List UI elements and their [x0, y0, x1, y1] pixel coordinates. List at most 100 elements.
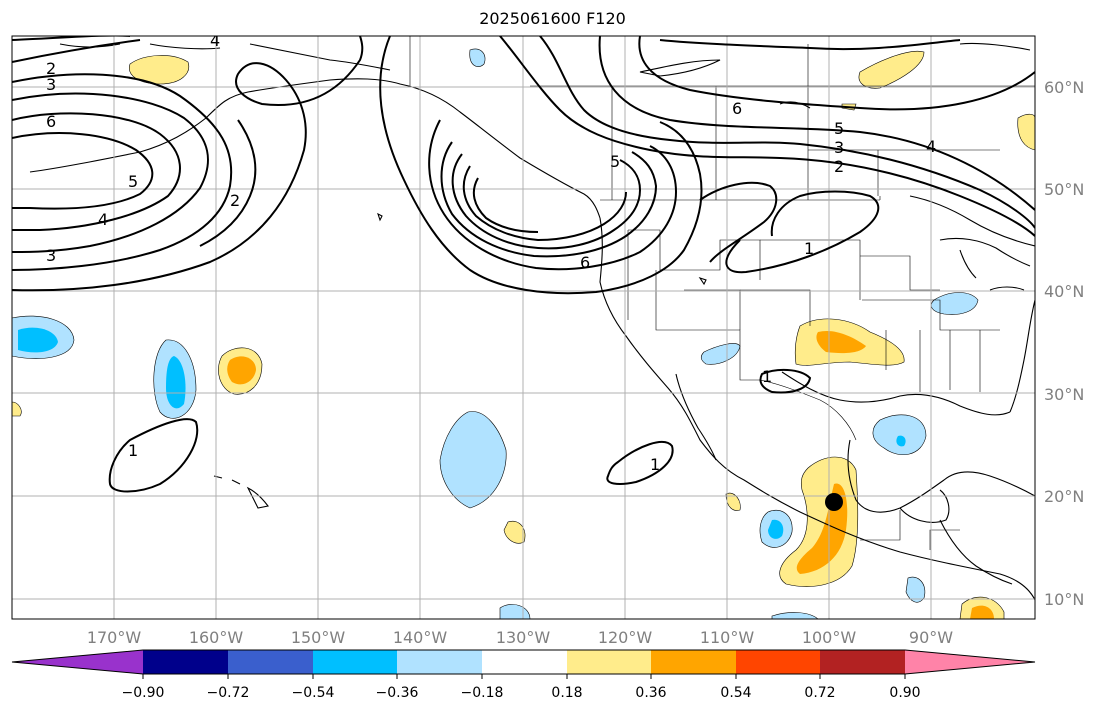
contour-line — [12, 36, 130, 41]
contour-line — [598, 36, 1035, 211]
contour-line — [108, 418, 199, 493]
contour-label: 4 — [926, 137, 936, 156]
contour-line — [12, 112, 181, 232]
colorbar-low-extend — [12, 650, 143, 674]
contour-line — [462, 165, 627, 242]
positive-anomaly-area — [858, 50, 925, 89]
contour-label: 2 — [230, 191, 240, 210]
colorbar-tick-label: −0.90 — [122, 685, 165, 701]
contour-line — [440, 141, 658, 258]
contour-line — [659, 39, 961, 51]
shaded-anomalies — [12, 48, 1035, 619]
positive-anomaly-area — [725, 492, 741, 511]
colorbar-segment — [143, 650, 228, 674]
contour-line — [699, 181, 778, 263]
contour-label: 4 — [210, 31, 220, 50]
contour-labels: 2 3 4 6 5 4 3 2 1 5 6 6 5 4 3 2 1 1 1 — [46, 31, 936, 474]
positive-anomaly-area — [503, 520, 526, 544]
positive-anomaly-area — [12, 401, 22, 417]
contour-line — [759, 368, 812, 394]
colorbar-tick-label: 0.36 — [635, 685, 666, 701]
colorbar-tick-label: 0.18 — [551, 685, 582, 701]
lat-label-30n: 30°N — [1044, 385, 1084, 404]
colorbar-segment — [482, 650, 567, 674]
colorbar-tick-label: −0.54 — [292, 685, 335, 701]
colorbar-tick-label: −0.18 — [461, 685, 504, 701]
positive-anomaly-core — [227, 356, 256, 385]
lon-label-160w: 160°W — [189, 628, 244, 647]
lon-label-150w: 150°W — [291, 628, 346, 647]
contour-label: 5 — [834, 119, 844, 138]
contour-line — [606, 441, 674, 485]
negative-anomaly-core — [896, 435, 906, 447]
island-outline — [377, 212, 707, 286]
contour-label: 3 — [46, 75, 56, 94]
contour-label: 3 — [834, 138, 844, 157]
colorbar-tick-label: −0.72 — [207, 685, 250, 701]
colorbar-segment — [651, 650, 736, 674]
contour-line — [638, 36, 1035, 111]
lon-label-130w: 130°W — [496, 628, 551, 647]
contour-line — [12, 73, 233, 271]
lat-label-50n: 50°N — [1044, 180, 1084, 199]
contour-label: 2 — [46, 59, 56, 78]
lon-label-120w: 120°W — [598, 628, 653, 647]
contour-label: 1 — [650, 455, 660, 474]
colorbar-segment — [313, 650, 397, 674]
contour-line — [12, 36, 364, 292]
colorbar — [11, 649, 1036, 675]
contour-line — [451, 153, 642, 250]
colorbar-segment — [228, 650, 313, 674]
lat-label-40n: 40°N — [1044, 282, 1084, 301]
negative-anomaly-area — [771, 612, 819, 619]
colorbar-high-extend — [905, 650, 1035, 674]
coastline-alaska — [29, 78, 601, 219]
negative-anomaly-core — [18, 327, 58, 353]
contour-label: 1 — [128, 441, 138, 460]
contour-line — [12, 92, 209, 253]
positive-anomaly-core — [970, 605, 994, 619]
contour-label: 5 — [610, 152, 620, 171]
contour-line — [472, 177, 539, 233]
negative-anomaly-area — [469, 48, 486, 67]
contour-lines — [12, 36, 1035, 493]
negative-anomaly-core — [166, 356, 186, 409]
colorbar-segment — [820, 650, 905, 674]
contour-line — [12, 132, 154, 210]
contour-label: 4 — [98, 210, 108, 229]
contour-line — [725, 190, 880, 274]
contour-line — [539, 36, 1035, 229]
lat-label-20n: 20°N — [1044, 487, 1084, 506]
coastline-west-coast — [599, 217, 1035, 601]
colorbar-tick-label: 0.72 — [804, 685, 835, 701]
great-lakes — [939, 237, 1031, 291]
negative-anomaly-area — [905, 576, 926, 603]
contour-line — [499, 36, 1035, 237]
gridlines — [12, 36, 1035, 619]
map-border — [11, 35, 1036, 620]
coastline-central-america — [939, 519, 1013, 585]
contour-label: 2 — [834, 157, 844, 176]
colorbar-segment — [397, 650, 482, 674]
lon-label-100w: 100°W — [802, 628, 857, 647]
contour-label: 3 — [46, 246, 56, 265]
contour-label: 6 — [580, 253, 590, 272]
negative-anomaly-area — [439, 411, 507, 509]
lon-label-140w: 140°W — [393, 628, 448, 647]
coastline-east — [1009, 299, 1035, 413]
positive-anomaly-area — [1017, 113, 1035, 151]
coastlines — [29, 42, 1035, 601]
map-title: 2025061600 F120 — [479, 9, 626, 28]
colorbar-tick-label: 0.90 — [889, 685, 920, 701]
lon-label-110w: 110°W — [700, 628, 755, 647]
contour-line — [379, 36, 703, 295]
contour-line — [199, 119, 257, 247]
contour-line — [428, 119, 678, 271]
contour-label: 1 — [762, 367, 772, 386]
lon-label-90w: 90°W — [909, 628, 953, 647]
negative-anomaly-core — [768, 519, 784, 539]
colorbar-tick-label: −0.36 — [376, 685, 419, 701]
coastline-yucatan — [899, 489, 950, 523]
lat-label-60n: 60°N — [1044, 78, 1084, 97]
